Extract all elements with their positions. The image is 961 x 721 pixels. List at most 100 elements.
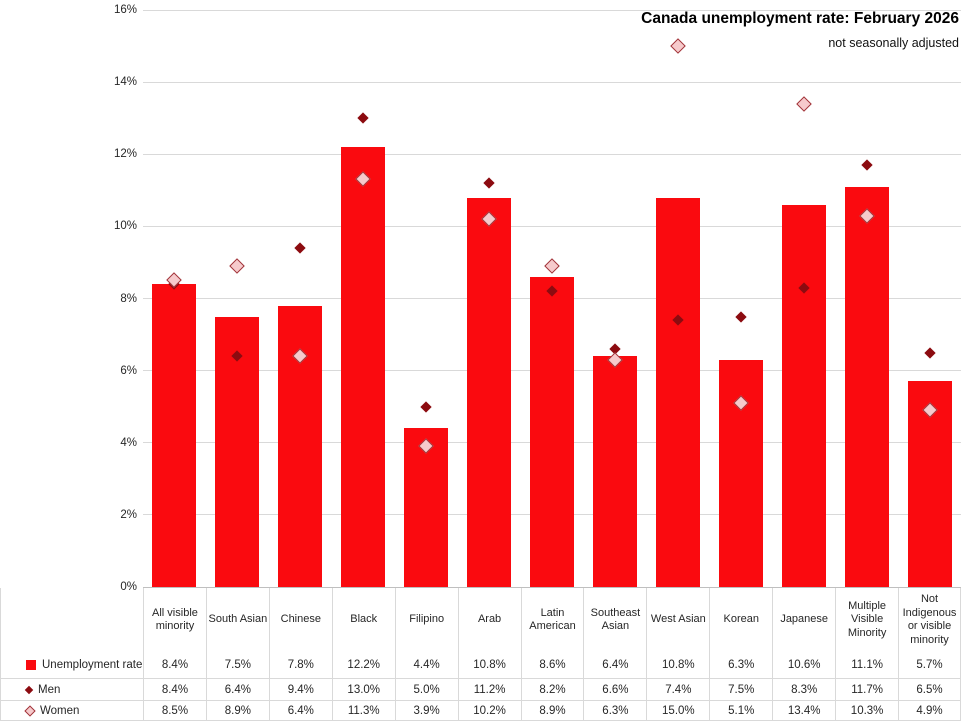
table-value: 15.0% [646,700,710,721]
bar-latin-american [530,276,574,587]
category-label: Southeast Asian [583,588,646,652]
table-value: 11.1% [835,652,898,678]
legend-item-women: Women [0,700,143,721]
table-value: 8.9% [205,700,269,721]
table-value: 9.4% [268,678,332,700]
table-value: 11.2% [457,678,521,700]
category-label-text: Chinese [280,613,321,626]
legend-square-icon [26,660,36,670]
bar-multiple-visible-minority [844,186,889,587]
legend-item-men: Men [0,678,143,700]
table-value: 7.5% [709,678,773,700]
category-label: Latin American [520,588,584,652]
women-marker [795,95,812,112]
table-value: 8.2% [520,678,584,700]
gridline [143,9,961,11]
bar-japanese [781,204,826,587]
gridline [143,225,961,227]
table-value: 8.6% [520,652,584,678]
table-value: 10.8% [646,652,709,678]
bar-black [341,147,386,587]
category-label: Japanese [772,588,835,652]
table-value: 11.3% [331,700,395,721]
table-value: 6.6% [583,678,647,700]
table-value: 6.4% [583,652,646,678]
legend-label: Unemployment rate [42,659,143,671]
bar-filipino [404,428,449,587]
table-value: 8.9% [520,700,584,721]
category-label-text: Latin American [529,606,576,633]
category-label-text: All visible minority [152,606,198,633]
category-label: Chinese [268,588,332,652]
women-marker [544,258,560,274]
y-axis-label: 2% [120,508,137,521]
legend-diamond-outline-icon [24,704,36,717]
category-label-text: Korean [723,613,759,626]
table-corner [0,588,143,652]
y-axis-label: 6% [120,364,137,377]
legend-diamond-filled-icon [24,685,34,694]
category-label: Filipino [394,588,458,652]
category-label: Multiple Visible Minority [835,588,898,652]
men-marker [294,242,306,254]
chart-subtitle: not seasonally adjusted [828,36,959,50]
category-label-text: Japanese [780,613,829,626]
y-axis-label: 10% [113,220,137,233]
category-label-text: Black [350,613,378,626]
table-value: 8.3% [772,678,836,700]
bar-south-asian [215,316,260,587]
table-value: 8.4% [143,652,206,678]
category-label-text: Not Indigenous or visible minority [902,593,957,646]
category-label-text: Filipino [409,613,445,626]
category-label: West Asian [646,588,709,652]
category-label-text: Multiple Visible Minority [847,599,887,639]
men-marker [483,177,495,189]
table-value: 3.9% [394,700,458,721]
legend-item-unemployment-rate: Unemployment rate [0,652,143,678]
chart-data-table: All visible minority South Asian Chinese Bl… [0,588,961,721]
men-marker [860,159,873,171]
table-value: 6.3% [583,700,647,721]
plot-area: 0% 2% 4% 6% 8% 10% 12% 14% 16% [113,4,961,593]
y-axis-label: 4% [120,436,137,449]
table-value: 13.0% [331,678,395,700]
legend-label: Women [40,704,80,717]
table-value: 11.7% [835,678,899,700]
table-value: 13.4% [772,700,836,721]
bar-west-asian [655,197,700,587]
category-label: Arab [457,588,521,652]
table-value: 5.7% [898,652,961,678]
gridline [143,81,961,83]
bar-korean [718,359,763,587]
y-axis-label: 14% [113,76,137,89]
legend-label: Men [38,683,61,696]
table-value: 6.5% [898,678,961,700]
category-label-text: South Asian [208,613,268,626]
table-value: 8.5% [143,700,206,721]
table-value: 5.0% [394,678,458,700]
table-value: 7.8% [268,652,332,678]
table-value: 7.4% [646,678,710,700]
table-value: 7.5% [205,652,269,678]
y-axis-label: 0% [120,581,137,593]
table-value: 10.6% [772,652,835,678]
men-marker [923,346,936,359]
table-value: 6.4% [268,700,332,721]
category-label-text: Arab [477,613,502,626]
category-label: All visible minority [143,588,206,652]
table-value: 6.4% [205,678,269,700]
table-value: 12.2% [331,652,395,678]
men-marker [357,112,369,124]
x-axis-line [143,586,961,588]
table-value: 10.3% [835,700,899,721]
bar-arab [467,197,512,587]
table-value: 8.4% [143,678,206,700]
bar-all-visible-minority [152,284,197,587]
women-marker [229,258,246,274]
category-label-text: West Asian [650,613,706,626]
chart-title: Canada unemployment rate: February 2026 [641,10,959,27]
table-value: 5.1% [709,700,773,721]
y-axis-label: 16% [113,4,137,16]
category-label: Black [331,588,395,652]
